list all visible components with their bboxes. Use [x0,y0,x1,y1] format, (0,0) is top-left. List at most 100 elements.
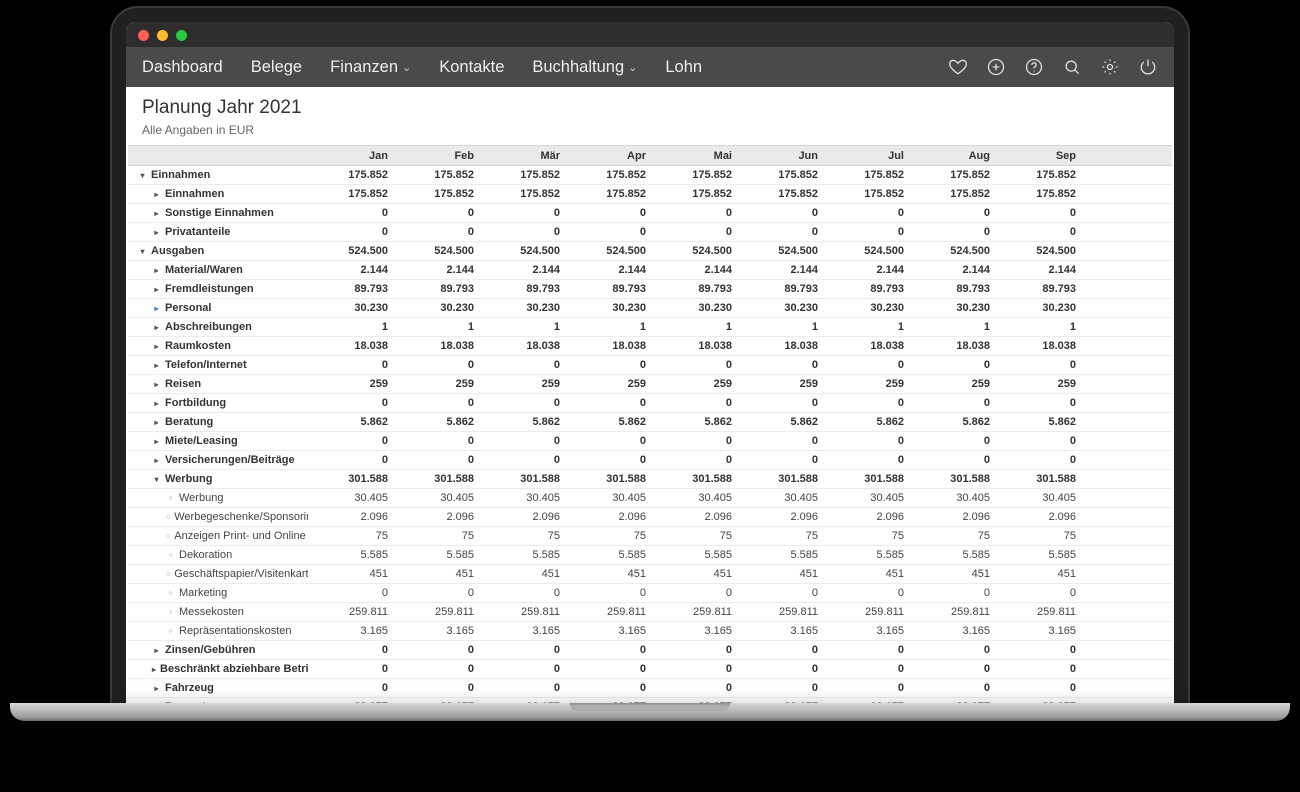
row-value-cell[interactable]: 0 [910,223,996,242]
row-value-cell[interactable]: 3.165 [996,622,1082,641]
row-value-cell[interactable]: 524.500 [308,242,394,261]
row-value-cell[interactable]: 3.165 [652,622,738,641]
row-value-cell[interactable]: 259.811 [824,603,910,622]
row-value-cell[interactable]: 0 [566,356,652,375]
table-row[interactable]: ▸Sonstige Einnahmen000000000 [128,204,1172,223]
row-value-cell[interactable]: 3.165 [910,622,996,641]
row-value-cell[interactable]: 2.144 [738,261,824,280]
row-value-cell[interactable]: 5.862 [566,413,652,432]
row-value-cell[interactable]: 0 [308,394,394,413]
row-value-cell[interactable]: 451 [738,565,824,584]
caret-right-icon[interactable]: ▸ [152,304,161,313]
row-value-cell[interactable]: 0 [738,451,824,470]
row-value-cell[interactable]: 2.096 [824,508,910,527]
nav-item-belege[interactable]: Belege [251,58,302,77]
table-row[interactable]: ▸Material/Waren2.1442.1442.1442.1442.144… [128,261,1172,280]
table-header-month[interactable]: Jun [738,146,824,166]
row-value-cell[interactable]: 175.852 [652,185,738,204]
row-value-cell[interactable]: 1 [996,318,1082,337]
caret-right-icon[interactable]: ▸ [152,665,156,674]
row-value-cell[interactable]: 0 [480,584,566,603]
row-value-cell[interactable]: 0 [394,679,480,698]
row-value-cell[interactable]: 18.038 [566,337,652,356]
row-value-cell[interactable]: 0 [996,394,1082,413]
row-value-cell[interactable]: 30.230 [738,299,824,318]
row-value-cell[interactable]: 0 [394,584,480,603]
row-value-cell[interactable]: 0 [738,660,824,679]
row-value-cell[interactable]: 89.793 [996,280,1082,299]
row-value-cell[interactable]: 0 [824,432,910,451]
row-value-cell[interactable]: 0 [480,432,566,451]
row-value-cell[interactable]: 451 [652,565,738,584]
row-value-cell[interactable]: 30.230 [394,299,480,318]
row-value-cell[interactable]: 0 [910,660,996,679]
table-row[interactable]: ○Repräsentationskosten3.1653.1653.1653.1… [128,622,1172,641]
row-value-cell[interactable]: 2.096 [566,508,652,527]
row-value-cell[interactable]: 0 [480,223,566,242]
caret-right-icon[interactable]: ▸ [152,456,161,465]
row-value-cell[interactable]: 175.852 [996,166,1082,185]
maximize-window-button[interactable] [176,30,187,41]
row-value-cell[interactable]: 0 [738,584,824,603]
row-value-cell[interactable]: 259.811 [910,603,996,622]
row-value-cell[interactable]: 0 [824,584,910,603]
row-value-cell[interactable]: 3.165 [824,622,910,641]
row-value-cell[interactable]: 2.096 [652,508,738,527]
row-value-cell[interactable]: 451 [996,565,1082,584]
table-row[interactable]: ▸Beratung5.8625.8625.8625.8625.8625.8625… [128,413,1172,432]
row-value-cell[interactable]: 30.230 [480,299,566,318]
row-value-cell[interactable]: 259.811 [652,603,738,622]
table-header-month[interactable]: Mai [652,146,738,166]
caret-right-icon[interactable]: ▸ [152,323,161,332]
row-value-cell[interactable]: 1 [394,318,480,337]
row-value-cell[interactable]: 30.230 [824,299,910,318]
table-row[interactable]: ○Geschäftspapier/Visitenkarten4514514514… [128,565,1172,584]
row-value-cell[interactable]: 0 [824,394,910,413]
row-value-cell[interactable]: 1 [308,318,394,337]
row-value-cell[interactable]: 0 [566,451,652,470]
table-header-month[interactable]: Jul [824,146,910,166]
row-value-cell[interactable]: 75 [394,527,480,546]
nav-item-kontakte[interactable]: Kontakte [439,58,504,77]
search-icon[interactable] [1062,57,1082,77]
row-value-cell[interactable]: 30.405 [738,489,824,508]
table-row[interactable]: ▾Werbung301.588301.588301.588301.588301.… [128,470,1172,489]
row-value-cell[interactable]: 524.500 [480,242,566,261]
caret-right-icon[interactable]: ▸ [152,380,161,389]
row-value-cell[interactable]: 0 [394,660,480,679]
row-value-cell[interactable]: 89.793 [824,280,910,299]
row-value-cell[interactable]: 0 [738,641,824,660]
caret-right-icon[interactable]: ▸ [152,399,161,408]
row-value-cell[interactable]: 30.405 [824,489,910,508]
row-value-cell[interactable]: 0 [480,204,566,223]
row-value-cell[interactable]: 0 [652,679,738,698]
table-row[interactable]: ▸Fremdleistungen89.79389.79389.79389.793… [128,280,1172,299]
row-value-cell[interactable]: 0 [308,584,394,603]
row-value-cell[interactable]: 301.588 [308,470,394,489]
row-value-cell[interactable]: 5.585 [824,546,910,565]
row-value-cell[interactable]: 0 [652,432,738,451]
row-value-cell[interactable]: 0 [480,641,566,660]
table-row[interactable]: ▸Einnahmen175.852175.852175.852175.85217… [128,185,1172,204]
nav-item-finanzen[interactable]: Finanzen⌄ [330,58,411,77]
row-value-cell[interactable]: 89.793 [566,280,652,299]
table-row[interactable]: ▸Fortbildung000000000 [128,394,1172,413]
nav-item-buchhaltung[interactable]: Buchhaltung⌄ [532,58,637,77]
caret-right-icon[interactable]: ▸ [152,684,161,693]
row-value-cell[interactable]: 1 [824,318,910,337]
table-header-month[interactable]: Aug [910,146,996,166]
row-value-cell[interactable]: 0 [996,451,1082,470]
row-value-cell[interactable]: 175.852 [308,185,394,204]
row-value-cell[interactable]: 75 [480,527,566,546]
row-value-cell[interactable]: 0 [566,432,652,451]
row-value-cell[interactable]: 2.144 [652,261,738,280]
power-icon[interactable] [1138,57,1158,77]
row-value-cell[interactable]: 0 [910,356,996,375]
row-value-cell[interactable]: 0 [910,204,996,223]
row-value-cell[interactable]: 175.852 [566,185,652,204]
caret-right-icon[interactable]: ▸ [152,190,161,199]
row-value-cell[interactable]: 0 [738,356,824,375]
row-value-cell[interactable]: 30.405 [394,489,480,508]
nav-item-lohn[interactable]: Lohn [665,58,702,77]
row-value-cell[interactable]: 2.096 [996,508,1082,527]
